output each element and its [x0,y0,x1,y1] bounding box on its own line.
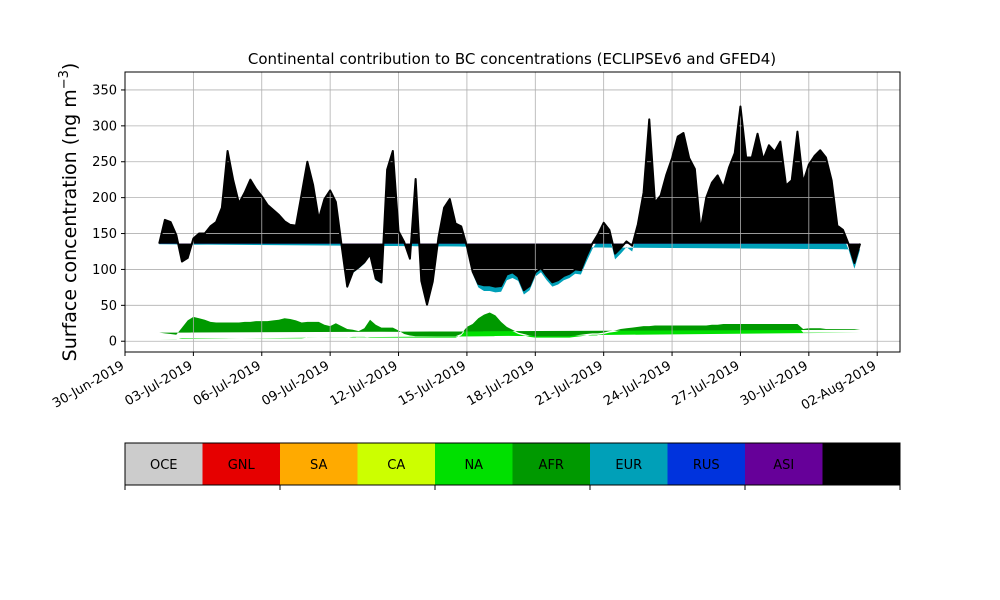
area-series-afr [159,312,861,337]
legend-swatch-eur [590,443,668,485]
legend-swatch-oce [125,443,203,485]
legend-label-oce: OCE [150,458,178,473]
plot-area [124,71,901,353]
legend-label-asi: ASI [773,458,794,473]
area-series-na [159,313,861,340]
legend-frame [124,442,901,486]
y-tick-label: 300 [92,119,117,134]
area-series-aus [159,106,861,305]
y-axis-label-close: ) [59,63,81,70]
y-axis-label-text: Surface concentration (ng m [59,89,81,361]
y-tick-label: 0 [109,335,117,350]
legend-label-ca: CA [387,458,405,473]
legend-label-gnl: GNL [228,458,256,473]
y-tick-label: 250 [92,155,117,170]
legend-label-afr: AFR [539,458,564,473]
legend-label-na: NA [464,458,483,473]
y-tick-label: 50 [100,299,117,314]
stack-layers [159,106,861,340]
y-axis-label-superscript: −3 [57,70,72,89]
legend-swatch-sa [280,443,358,485]
y-axis-label: Surface concentration (ng m−3) [57,63,81,362]
total-concentration-line [158,105,862,306]
legend-label-aus: AUS [848,458,875,473]
chart-title: Continental contribution to BC concentra… [248,50,776,68]
legend-swatch-afr [512,443,590,485]
legend-label-rus: RUS [693,458,720,473]
plot-frame [124,71,901,353]
legend-swatch-asi [745,443,823,485]
legend-swatch-gnl [202,443,280,485]
legend-label-eur: EUR [615,458,642,473]
legend-colorbar: OCE GNL SA CA NA AFR EUR RUS ASI AUS [124,442,901,490]
legend-swatch-ca [357,443,435,485]
legend-swatch-aus [822,443,900,485]
y-tick-label: 200 [92,191,117,206]
y-tick-label: 100 [92,263,117,278]
y-tick-label: 350 [92,83,117,98]
y-axis: 0 50 100 150 200 250 300 350 [92,83,125,350]
legend-swatch-rus [667,443,745,485]
legend-swatch-na [435,443,513,485]
legend-label-sa: SA [310,458,327,473]
y-tick-label: 150 [92,227,117,242]
